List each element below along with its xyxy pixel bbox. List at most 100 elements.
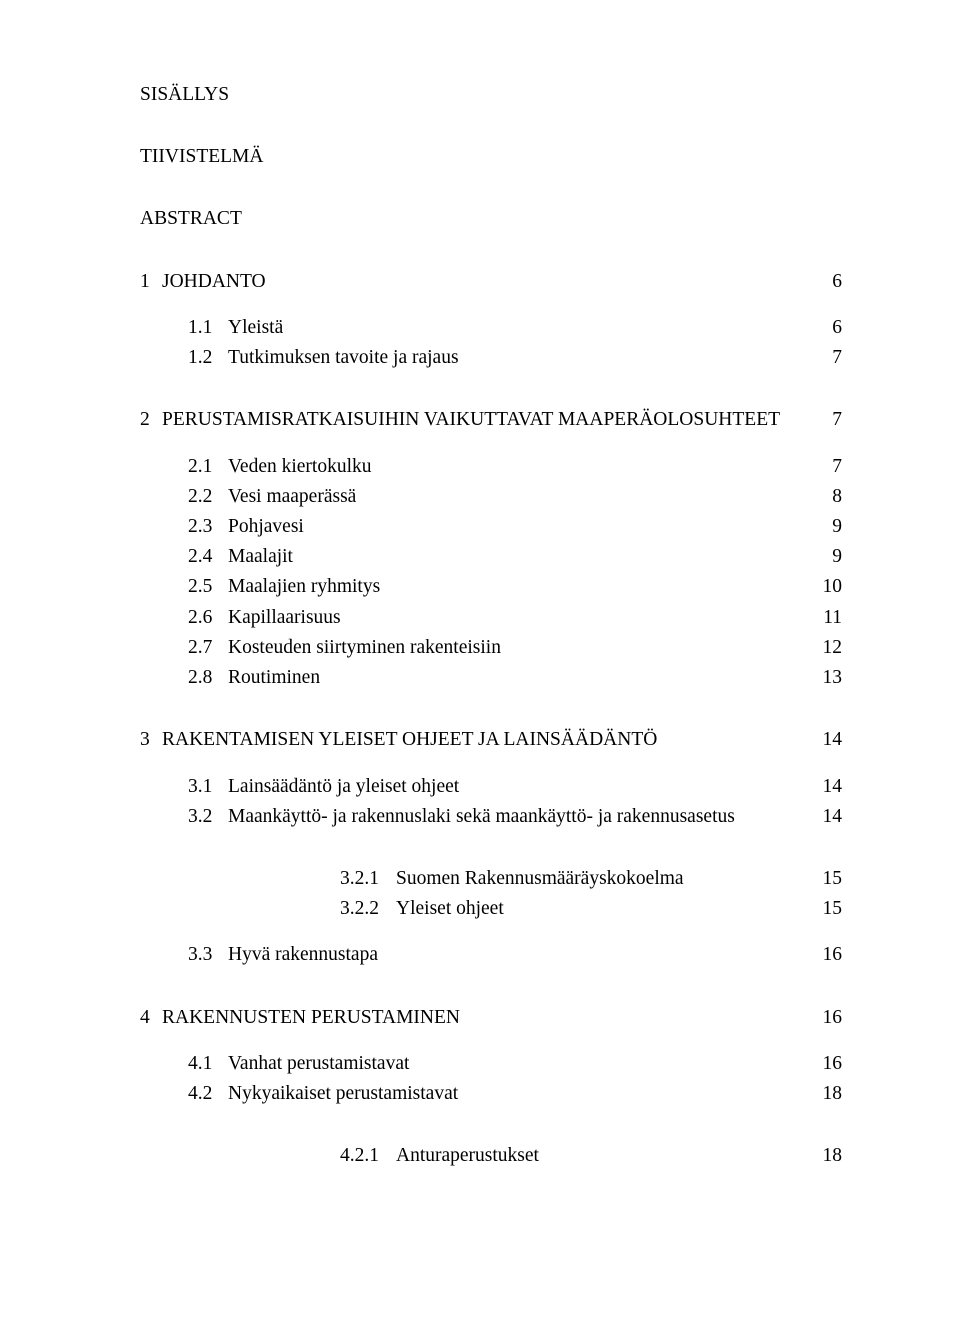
toc-entry-number: 3.2	[188, 802, 228, 832]
toc-entry-label: 3.3Hyvä rakennustapa	[188, 940, 378, 970]
toc-entry-page: 10	[812, 572, 842, 602]
toc-entry: 2.2Vesi maaperässä 8	[140, 482, 842, 512]
toc-entry-text: Pohjavesi	[228, 512, 304, 542]
toc-entry-label: 1.2Tutkimuksen tavoite ja rajaus	[188, 343, 459, 373]
toc-entry-text: Lainsäädäntö ja yleiset ohjeet	[228, 772, 459, 802]
toc-entry-text: Kapillaarisuus	[228, 603, 341, 633]
toc-entry-number: 3.3	[188, 940, 228, 970]
toc-entry: 2.7Kosteuden siirtyminen rakenteisiin 12	[140, 633, 842, 663]
toc-entry: 3.2Maankäyttö- ja rakennuslaki sekä maan…	[140, 802, 842, 832]
toc-entry-text: Routiminen	[228, 663, 320, 693]
toc-entry: 3.3Hyvä rakennustapa 16	[140, 940, 842, 970]
toc-entry-label: 2.5Maalajien ryhmitys	[188, 572, 380, 602]
toc-entry-number: 1	[140, 267, 162, 297]
toc-entry: 1JOHDANTO 6	[140, 267, 842, 297]
toc-entry-page: 15	[812, 894, 842, 924]
toc-entry-number: 3.2.2	[340, 894, 396, 924]
toc-entry-label: 4RAKENNUSTEN PERUSTAMINEN	[140, 1003, 460, 1033]
front-matter: TIIVISTELMÄ ABSTRACT	[140, 142, 842, 234]
toc-entry-text: RAKENNUSTEN PERUSTAMINEN	[162, 1003, 460, 1033]
toc-entry-number: 2.1	[188, 452, 228, 482]
toc-entry-label: 2PERUSTAMISRATKAISUIHIN VAIKUTTAVAT MAAP…	[140, 405, 780, 435]
toc-entry-page: 14	[812, 725, 842, 755]
toc-entry-page: 14	[812, 802, 842, 832]
toc-entry-page: 15	[812, 864, 842, 894]
toc-entry: 2.8Routiminen 13	[140, 663, 842, 693]
toc-entry: 3.2.1Suomen Rakennusmääräyskokoelma15	[140, 864, 842, 894]
toc-entry: 4.2.1Anturaperustukset 18	[140, 1141, 842, 1171]
toc-entry-label: 2.1Veden kiertokulku	[188, 452, 372, 482]
toc-entry-number: 2.5	[188, 572, 228, 602]
toc-entry-label: 1.1Yleistä	[188, 313, 283, 343]
toc-entry-number: 2.2	[188, 482, 228, 512]
toc-entry-number: 4.2	[188, 1079, 228, 1109]
toc-entry-number: 4.1	[188, 1049, 228, 1079]
toc-entry-page: 7	[812, 405, 842, 435]
toc-entry-text: JOHDANTO	[162, 267, 266, 297]
toc-entry-text: RAKENTAMISEN YLEISET OHJEET JA LAINSÄÄDÄ…	[162, 725, 657, 755]
toc-entry-number: 3	[140, 725, 162, 755]
toc-entry: 1.2Tutkimuksen tavoite ja rajaus7	[140, 343, 842, 373]
toc-entry-text: Vesi maaperässä	[228, 482, 356, 512]
toc-entry-page: 12	[812, 633, 842, 663]
toc-entry-page: 6	[812, 313, 842, 343]
toc-entry-text: Maankäyttö- ja rakennuslaki sekä maankäy…	[228, 802, 735, 832]
toc-entry-page: 7	[812, 452, 842, 482]
toc-entry-label: 2.7Kosteuden siirtyminen rakenteisiin	[188, 633, 501, 663]
toc-entry-text: Hyvä rakennustapa	[228, 940, 378, 970]
toc-entry: 1.1Yleistä 6	[140, 313, 842, 343]
toc-entry-text: Maalajien ryhmitys	[228, 572, 380, 602]
toc-entry-text: Yleiset ohjeet	[396, 894, 504, 924]
front-matter-item: TIIVISTELMÄ	[140, 142, 842, 172]
toc-entry-page: 16	[812, 940, 842, 970]
toc-entry-label: 3RAKENTAMISEN YLEISET OHJEET JA LAINSÄÄD…	[140, 725, 657, 755]
toc-entry-page: 8	[812, 482, 842, 512]
toc-entry: 4RAKENNUSTEN PERUSTAMINEN 16	[140, 1003, 842, 1033]
toc-entry-page: 9	[812, 542, 842, 572]
toc-entry-page: 18	[812, 1079, 842, 1109]
toc-entry-page: 18	[812, 1141, 842, 1171]
toc-entry-page: 16	[812, 1003, 842, 1033]
toc-entry-text: Suomen Rakennusmääräyskokoelma	[396, 864, 684, 894]
toc-entry-text: Tutkimuksen tavoite ja rajaus	[228, 343, 459, 373]
toc-entry-label: 2.2Vesi maaperässä	[188, 482, 356, 512]
toc-list: 1JOHDANTO61.1Yleistä61.2Tutkimuksen tavo…	[140, 267, 842, 1172]
toc-entry-label: 4.2Nykyaikaiset perustamistavat	[188, 1079, 458, 1109]
toc-entry-number: 3.1	[188, 772, 228, 802]
toc-entry: 3.1Lainsäädäntö ja yleiset ohjeet 14	[140, 772, 842, 802]
toc-entry-number: 4.2.1	[340, 1141, 396, 1171]
toc-entry-number: 2.6	[188, 603, 228, 633]
toc-entry: 2PERUSTAMISRATKAISUIHIN VAIKUTTAVAT MAAP…	[140, 405, 842, 435]
toc-entry: 3.2.2Yleiset ohjeet 15	[140, 894, 842, 924]
toc-entry-label: 2.4Maalajit	[188, 542, 293, 572]
toc-entry-text: Anturaperustukset	[396, 1141, 539, 1171]
toc-entry-page: 14	[812, 772, 842, 802]
toc-entry-text: Nykyaikaiset perustamistavat	[228, 1079, 458, 1109]
toc-entry-label: 1JOHDANTO	[140, 267, 266, 297]
toc-entry: 4.1Vanhat perustamistavat 16	[140, 1049, 842, 1079]
toc-title: SISÄLLYS	[140, 80, 842, 110]
toc-entry: 2.5Maalajien ryhmitys 10	[140, 572, 842, 602]
toc-entry-page: 9	[812, 512, 842, 542]
toc-entry-page: 16	[812, 1049, 842, 1079]
toc-entry-number: 2	[140, 405, 162, 435]
toc-entry-number: 1.2	[188, 343, 228, 373]
front-matter-item: ABSTRACT	[140, 204, 842, 234]
toc-entry-page: 6	[812, 267, 842, 297]
toc-entry-label: 2.3Pohjavesi	[188, 512, 304, 542]
toc-entry: 2.3Pohjavesi 9	[140, 512, 842, 542]
toc-entry-page: 13	[812, 663, 842, 693]
toc-entry-text: PERUSTAMISRATKAISUIHIN VAIKUTTAVAT MAAPE…	[162, 405, 780, 435]
toc-entry-label: 3.1Lainsäädäntö ja yleiset ohjeet	[188, 772, 459, 802]
toc-entry-text: Vanhat perustamistavat	[228, 1049, 409, 1079]
toc-entry-page: 11	[812, 603, 842, 633]
toc-entry-label: 2.8Routiminen	[188, 663, 320, 693]
toc-entry: 4.2Nykyaikaiset perustamistavat 18	[140, 1079, 842, 1109]
toc-entry-text: Kosteuden siirtyminen rakenteisiin	[228, 633, 501, 663]
toc-entry-number: 1.1	[188, 313, 228, 343]
toc-entry: 3RAKENTAMISEN YLEISET OHJEET JA LAINSÄÄD…	[140, 725, 842, 755]
toc-entry: 2.4Maalajit 9	[140, 542, 842, 572]
toc-entry-number: 2.7	[188, 633, 228, 663]
toc-entry-number: 2.4	[188, 542, 228, 572]
toc-entry: 2.1Veden kiertokulku 7	[140, 452, 842, 482]
